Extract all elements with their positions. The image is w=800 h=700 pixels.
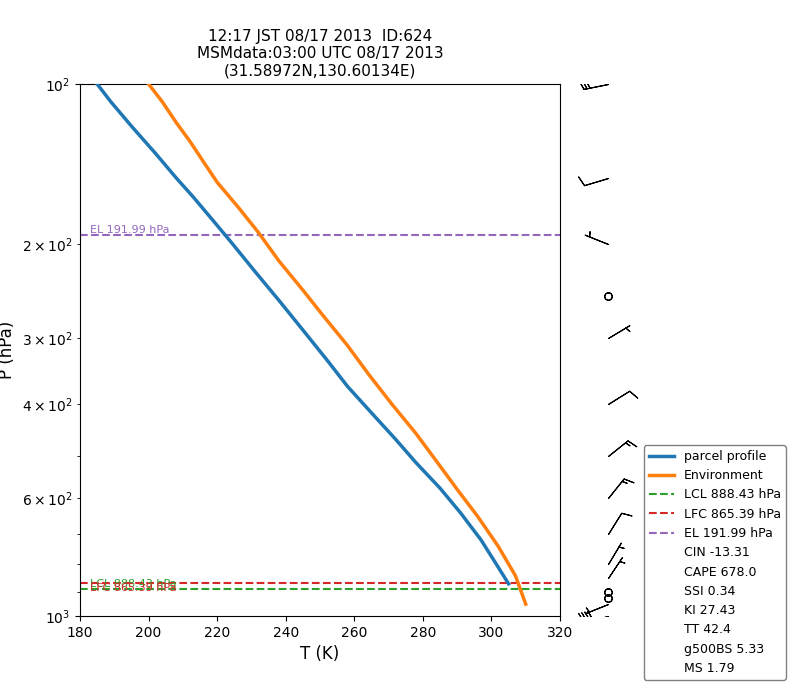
- X-axis label: T (K): T (K): [300, 645, 340, 664]
- parcel profile: [106, 97, 116, 106]
- Environment: [473, 512, 482, 521]
- Environment: [298, 286, 308, 294]
- Environment: [233, 202, 242, 211]
- parcel profile: [126, 122, 136, 130]
- Environment: [171, 118, 181, 127]
- Line: Environment: Environment: [149, 84, 526, 604]
- parcel profile: [366, 409, 376, 417]
- Text: EL 191.99 hPa: EL 191.99 hPa: [90, 225, 170, 235]
- parcel profile: [226, 237, 236, 246]
- Environment: [274, 257, 284, 265]
- Environment: [198, 158, 208, 166]
- parcel profile: [298, 326, 308, 334]
- Environment: [432, 457, 442, 466]
- Environment: [318, 312, 328, 320]
- Environment: [494, 542, 503, 551]
- Environment: [212, 178, 222, 186]
- parcel profile: [171, 174, 181, 182]
- Text: LFC 865.39 hPa: LFC 865.39 hPa: [90, 582, 177, 593]
- Environment: [510, 571, 520, 580]
- parcel profile: [92, 80, 102, 88]
- Legend: parcel profile, Environment, LCL 888.43 hPa, LFC 865.39 hPa, EL 191.99 hPa, CIN : parcel profile, Environment, LCL 888.43 …: [644, 445, 786, 680]
- parcel profile: [188, 193, 198, 201]
- Text: LCL 888.43 hPa: LCL 888.43 hPa: [90, 579, 177, 589]
- Environment: [363, 369, 373, 377]
- parcel profile: [322, 356, 332, 364]
- parcel profile: [274, 296, 284, 304]
- Environment: [452, 485, 462, 494]
- Environment: [342, 341, 352, 349]
- Y-axis label: P (hPa): P (hPa): [0, 321, 16, 379]
- parcel profile: [411, 458, 421, 467]
- Title: 12:17 JST 08/17 2013  ID:624
MSMdata:03:00 UTC 08/17 2013
(31.58972N,130.60134E): 12:17 JST 08/17 2013 ID:624 MSMdata:03:0…: [197, 29, 443, 78]
- parcel profile: [456, 509, 466, 517]
- parcel profile: [390, 435, 400, 443]
- parcel profile: [435, 484, 445, 492]
- parcel profile: [150, 149, 160, 158]
- parcel profile: [504, 580, 514, 588]
- parcel profile: [250, 267, 260, 276]
- Environment: [185, 136, 194, 145]
- parcel profile: [476, 536, 486, 545]
- parcel profile: [206, 213, 215, 221]
- Environment: [144, 80, 154, 88]
- parcel profile: [342, 382, 352, 391]
- Environment: [387, 400, 397, 409]
- Environment: [411, 429, 421, 438]
- Line: parcel profile: parcel profile: [97, 84, 509, 584]
- Environment: [254, 228, 263, 237]
- Environment: [521, 600, 530, 608]
- parcel profile: [494, 563, 503, 571]
- Environment: [158, 97, 167, 106]
